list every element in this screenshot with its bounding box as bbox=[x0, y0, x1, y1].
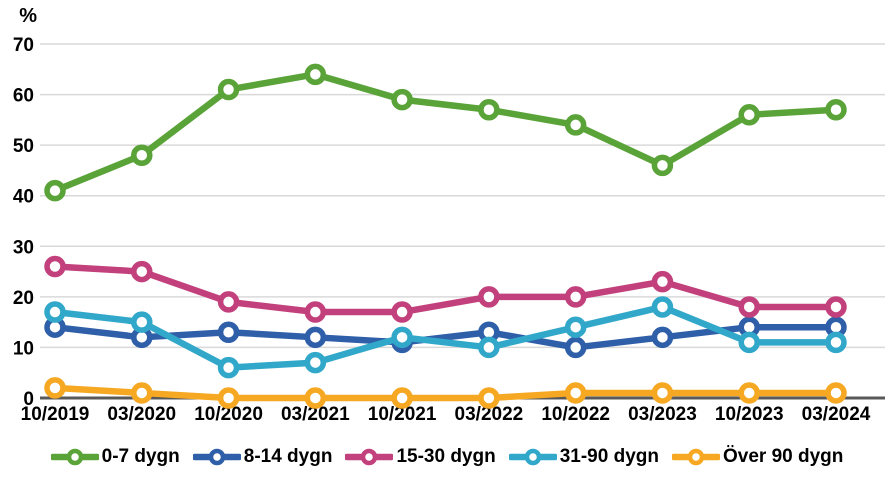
legend-marker-31-90-dygn bbox=[508, 448, 557, 466]
data-point-0-7-dygn-10-2021 bbox=[391, 88, 413, 111]
data-point-0-7-dygn-10-2023 bbox=[738, 104, 760, 126]
data-point-ver-90-dygn-03-2021 bbox=[304, 387, 327, 409]
data-point-31-90-dygn-10-2021 bbox=[391, 326, 413, 349]
y-tick-label: 50 bbox=[13, 136, 34, 157]
x-axis-label: 03/2023 bbox=[628, 404, 697, 425]
data-point-15-30-dygn-10-2023 bbox=[738, 296, 760, 318]
data-point-0-7-dygn-03-2021 bbox=[304, 63, 327, 86]
legend-circle-icon bbox=[524, 448, 541, 466]
legend-item-15-30-dygn: 15-30 dygn bbox=[345, 446, 496, 468]
legend-circle-icon bbox=[208, 448, 225, 466]
series-line bbox=[51, 323, 840, 351]
y-axis-unit-label: % bbox=[19, 5, 37, 27]
data-point-8-14-dygn-03-2023 bbox=[651, 326, 674, 349]
data-point-8-14-dygn-03-2021 bbox=[304, 326, 327, 349]
data-point-ver-90-dygn-10-2021 bbox=[391, 387, 413, 409]
x-axis-labels: 10/2019 03/2020 10/2020 03/2021 10/2021 03/20… bbox=[21, 404, 871, 425]
legend-item-0-7-dygn: 0-7 dygn bbox=[50, 446, 180, 468]
data-point-8-14-dygn-10-2020 bbox=[217, 321, 240, 344]
series-line bbox=[51, 71, 840, 194]
x-axis-label: 03/2020 bbox=[107, 404, 176, 425]
legend-marker-0-7-dygn bbox=[50, 448, 99, 466]
data-point-8-14-dygn-10-2022 bbox=[564, 336, 587, 359]
y-tick-label: 0 bbox=[23, 389, 34, 410]
series-31-90-dygn bbox=[44, 296, 847, 379]
data-point-31-90-dygn-10-2020 bbox=[217, 356, 240, 379]
x-axis-label: 03/2022 bbox=[455, 404, 524, 425]
legend-item-31-90-dygn: 31-90 dygn bbox=[508, 446, 659, 468]
legend-label: 31-90 dygn bbox=[559, 446, 659, 467]
legend-item-ver-90-dygn: Över 90 dygn bbox=[671, 446, 844, 468]
legend-circle-icon bbox=[687, 448, 705, 466]
data-point-15-30-dygn-10-2022 bbox=[564, 286, 587, 308]
legend-item-8-14-dygn: 8-14 dygn bbox=[192, 446, 333, 468]
x-axis-label: 10/2022 bbox=[541, 404, 610, 425]
legend-marker-15-30-dygn bbox=[345, 448, 394, 466]
data-point-31-90-dygn-03-2021 bbox=[304, 351, 327, 374]
data-point-ver-90-dygn-10-2022 bbox=[564, 382, 587, 404]
data-point-0-7-dygn-03-2023 bbox=[651, 154, 674, 177]
legend-circle-icon bbox=[361, 448, 378, 466]
x-axis-label: 10/2020 bbox=[194, 404, 263, 425]
data-point-0-7-dygn-03-2022 bbox=[478, 98, 500, 121]
data-point-0-7-dygn-03-2024 bbox=[825, 98, 847, 121]
data-point-31-90-dygn-03-2023 bbox=[651, 296, 674, 318]
series-line bbox=[51, 303, 840, 371]
legend-circle-icon bbox=[66, 448, 83, 466]
data-point-ver-90-dygn-10-2023 bbox=[738, 382, 760, 404]
data-point-0-7-dygn-03-2020 bbox=[131, 144, 153, 167]
series-line bbox=[51, 384, 840, 402]
data-point-31-90-dygn-10-2022 bbox=[564, 316, 587, 338]
data-point-15-30-dygn-03-2023 bbox=[651, 270, 674, 293]
data-point-31-90-dygn-03-2022 bbox=[478, 336, 500, 359]
x-axis-label: 03/2024 bbox=[802, 404, 871, 425]
data-point-15-30-dygn-03-2021 bbox=[304, 301, 327, 323]
legend-label: 8-14 dygn bbox=[243, 446, 333, 467]
series-layer bbox=[44, 63, 847, 409]
gridlines bbox=[40, 43, 885, 349]
legend: 0-7 dygn 8-14 dygn 15-30 dygn 31-90 dygn Öve… bbox=[0, 438, 894, 476]
series-15-30-dygn bbox=[44, 255, 847, 323]
x-axis-label: 10/2023 bbox=[715, 404, 784, 425]
x-axis-label: 10/2019 bbox=[21, 404, 90, 425]
data-point-ver-90-dygn-10-2019 bbox=[44, 377, 66, 399]
data-point-0-7-dygn-10-2020 bbox=[217, 78, 240, 101]
y-tick-label: 60 bbox=[13, 86, 34, 107]
legend-label: Över 90 dygn bbox=[722, 446, 844, 467]
data-point-31-90-dygn-10-2023 bbox=[738, 331, 760, 354]
legend-label: 15-30 dygn bbox=[396, 446, 496, 467]
y-tick-label: 40 bbox=[13, 187, 34, 208]
data-point-31-90-dygn-03-2024 bbox=[825, 331, 847, 354]
series-line bbox=[51, 263, 840, 316]
data-point-ver-90-dygn-03-2022 bbox=[478, 387, 500, 409]
legend-marker-ver-90-dygn bbox=[671, 448, 720, 466]
series-ver-90-dygn bbox=[44, 377, 847, 409]
data-point-15-30-dygn-10-2020 bbox=[217, 291, 240, 313]
y-tick-label: 70 bbox=[13, 35, 34, 56]
data-point-15-30-dygn-03-2024 bbox=[825, 296, 847, 318]
x-axis-label: 10/2021 bbox=[368, 404, 437, 425]
data-point-15-30-dygn-03-2020 bbox=[131, 260, 153, 283]
data-point-15-30-dygn-03-2022 bbox=[478, 286, 500, 308]
legend-label: 0-7 dygn bbox=[101, 446, 180, 467]
y-tick-label: 10 bbox=[13, 338, 34, 359]
data-point-0-7-dygn-10-2019 bbox=[44, 179, 66, 202]
data-point-0-7-dygn-10-2022 bbox=[564, 114, 587, 136]
data-point-ver-90-dygn-03-2023 bbox=[651, 382, 674, 404]
x-axis-label: 03/2021 bbox=[281, 404, 350, 425]
data-point-31-90-dygn-03-2020 bbox=[131, 311, 153, 333]
y-tick-label: 30 bbox=[13, 237, 34, 258]
y-axis-tick-labels: 0 10 20 30 40 50 60 70 bbox=[13, 35, 34, 410]
series-0-7-dygn bbox=[44, 63, 847, 202]
data-point-15-30-dygn-10-2021 bbox=[391, 301, 413, 323]
data-point-ver-90-dygn-03-2020 bbox=[131, 382, 153, 404]
data-point-15-30-dygn-10-2019 bbox=[44, 255, 66, 278]
y-tick-label: 20 bbox=[13, 288, 34, 309]
legend-marker-8-14-dygn bbox=[192, 448, 241, 466]
data-point-ver-90-dygn-10-2020 bbox=[217, 387, 240, 409]
data-point-ver-90-dygn-03-2024 bbox=[825, 382, 847, 404]
line-chart: % 0 10 20 30 40 50 60 70 10/2019 03/2020 10/2020 0… bbox=[13, 5, 885, 425]
data-point-31-90-dygn-10-2019 bbox=[44, 301, 66, 323]
